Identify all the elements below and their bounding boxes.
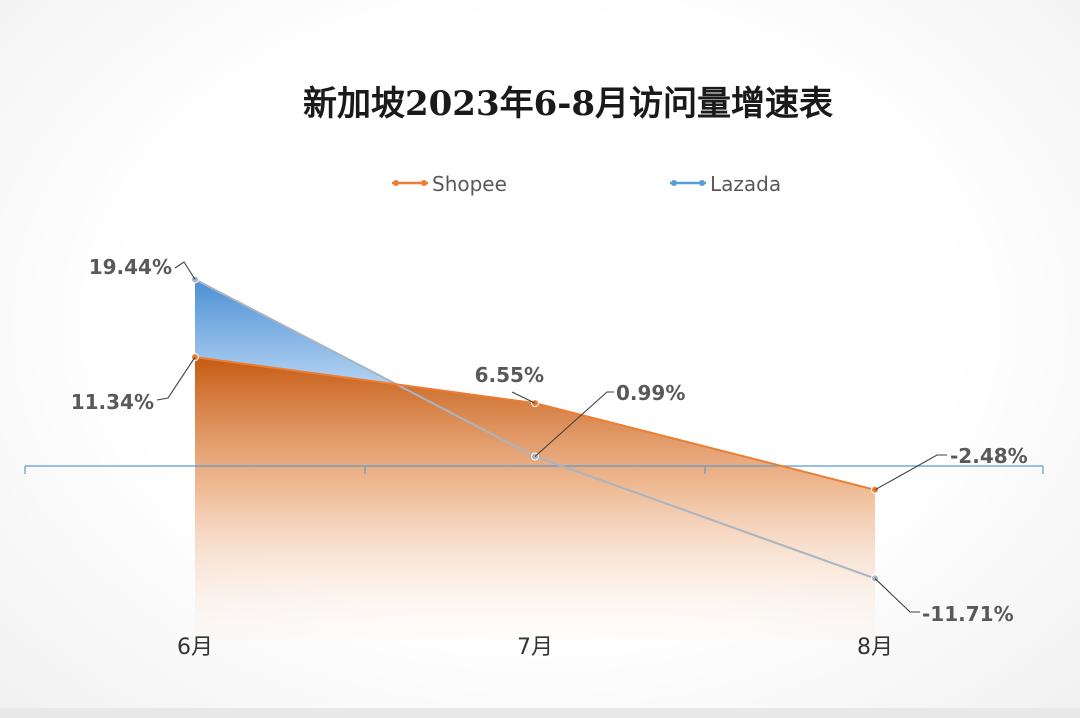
legend-marker-shopee — [392, 180, 428, 186]
x-tick-label-3: 8月 — [857, 635, 893, 660]
chart-title: 新加坡2023年6-8月访问量增速表 — [302, 84, 834, 124]
labels-layer: 6月 7月 8月 19.44% 11.34% 6.55% 0.99% -2.48% -11.71… — [71, 255, 1028, 660]
legend-label-lazada: Lazada — [710, 172, 782, 196]
shopee-data-label-2: 6.55% — [475, 363, 544, 387]
x-tick-label-1: 6月 — [177, 635, 213, 660]
lazada-data-label-1: 19.44% — [89, 255, 172, 279]
bottom-strip — [0, 708, 1080, 718]
x-tick-label-2: 7月 — [517, 635, 553, 660]
shopee-data-label-2-leader — [511, 391, 536, 404]
lazada-data-label-2: 0.99% — [616, 381, 685, 405]
legend-marker-lazada — [670, 180, 706, 186]
legend-dot-lazada-start — [671, 180, 677, 186]
shopee-data-label-1-leader — [156, 356, 196, 401]
legend-dot-lazada-end — [699, 180, 705, 186]
lazada-data-label-2-leader — [534, 391, 614, 457]
legend-label-shopee: Shopee — [432, 172, 507, 196]
lazada-data-label-3-leader — [874, 578, 920, 613]
lazada-data-label-1-leader — [174, 261, 196, 280]
legend-dot-shopee-end — [421, 180, 427, 186]
lazada-data-label-3: -11.71% — [922, 602, 1014, 626]
legend-dot-shopee-start — [393, 180, 399, 186]
x-axis — [24, 465, 1044, 474]
shopee-data-label-1: 11.34% — [71, 390, 154, 414]
shopee-area — [195, 357, 875, 640]
shopee-data-label-3: -2.48% — [950, 444, 1028, 468]
shopee-data-label-3-leader — [874, 454, 947, 491]
